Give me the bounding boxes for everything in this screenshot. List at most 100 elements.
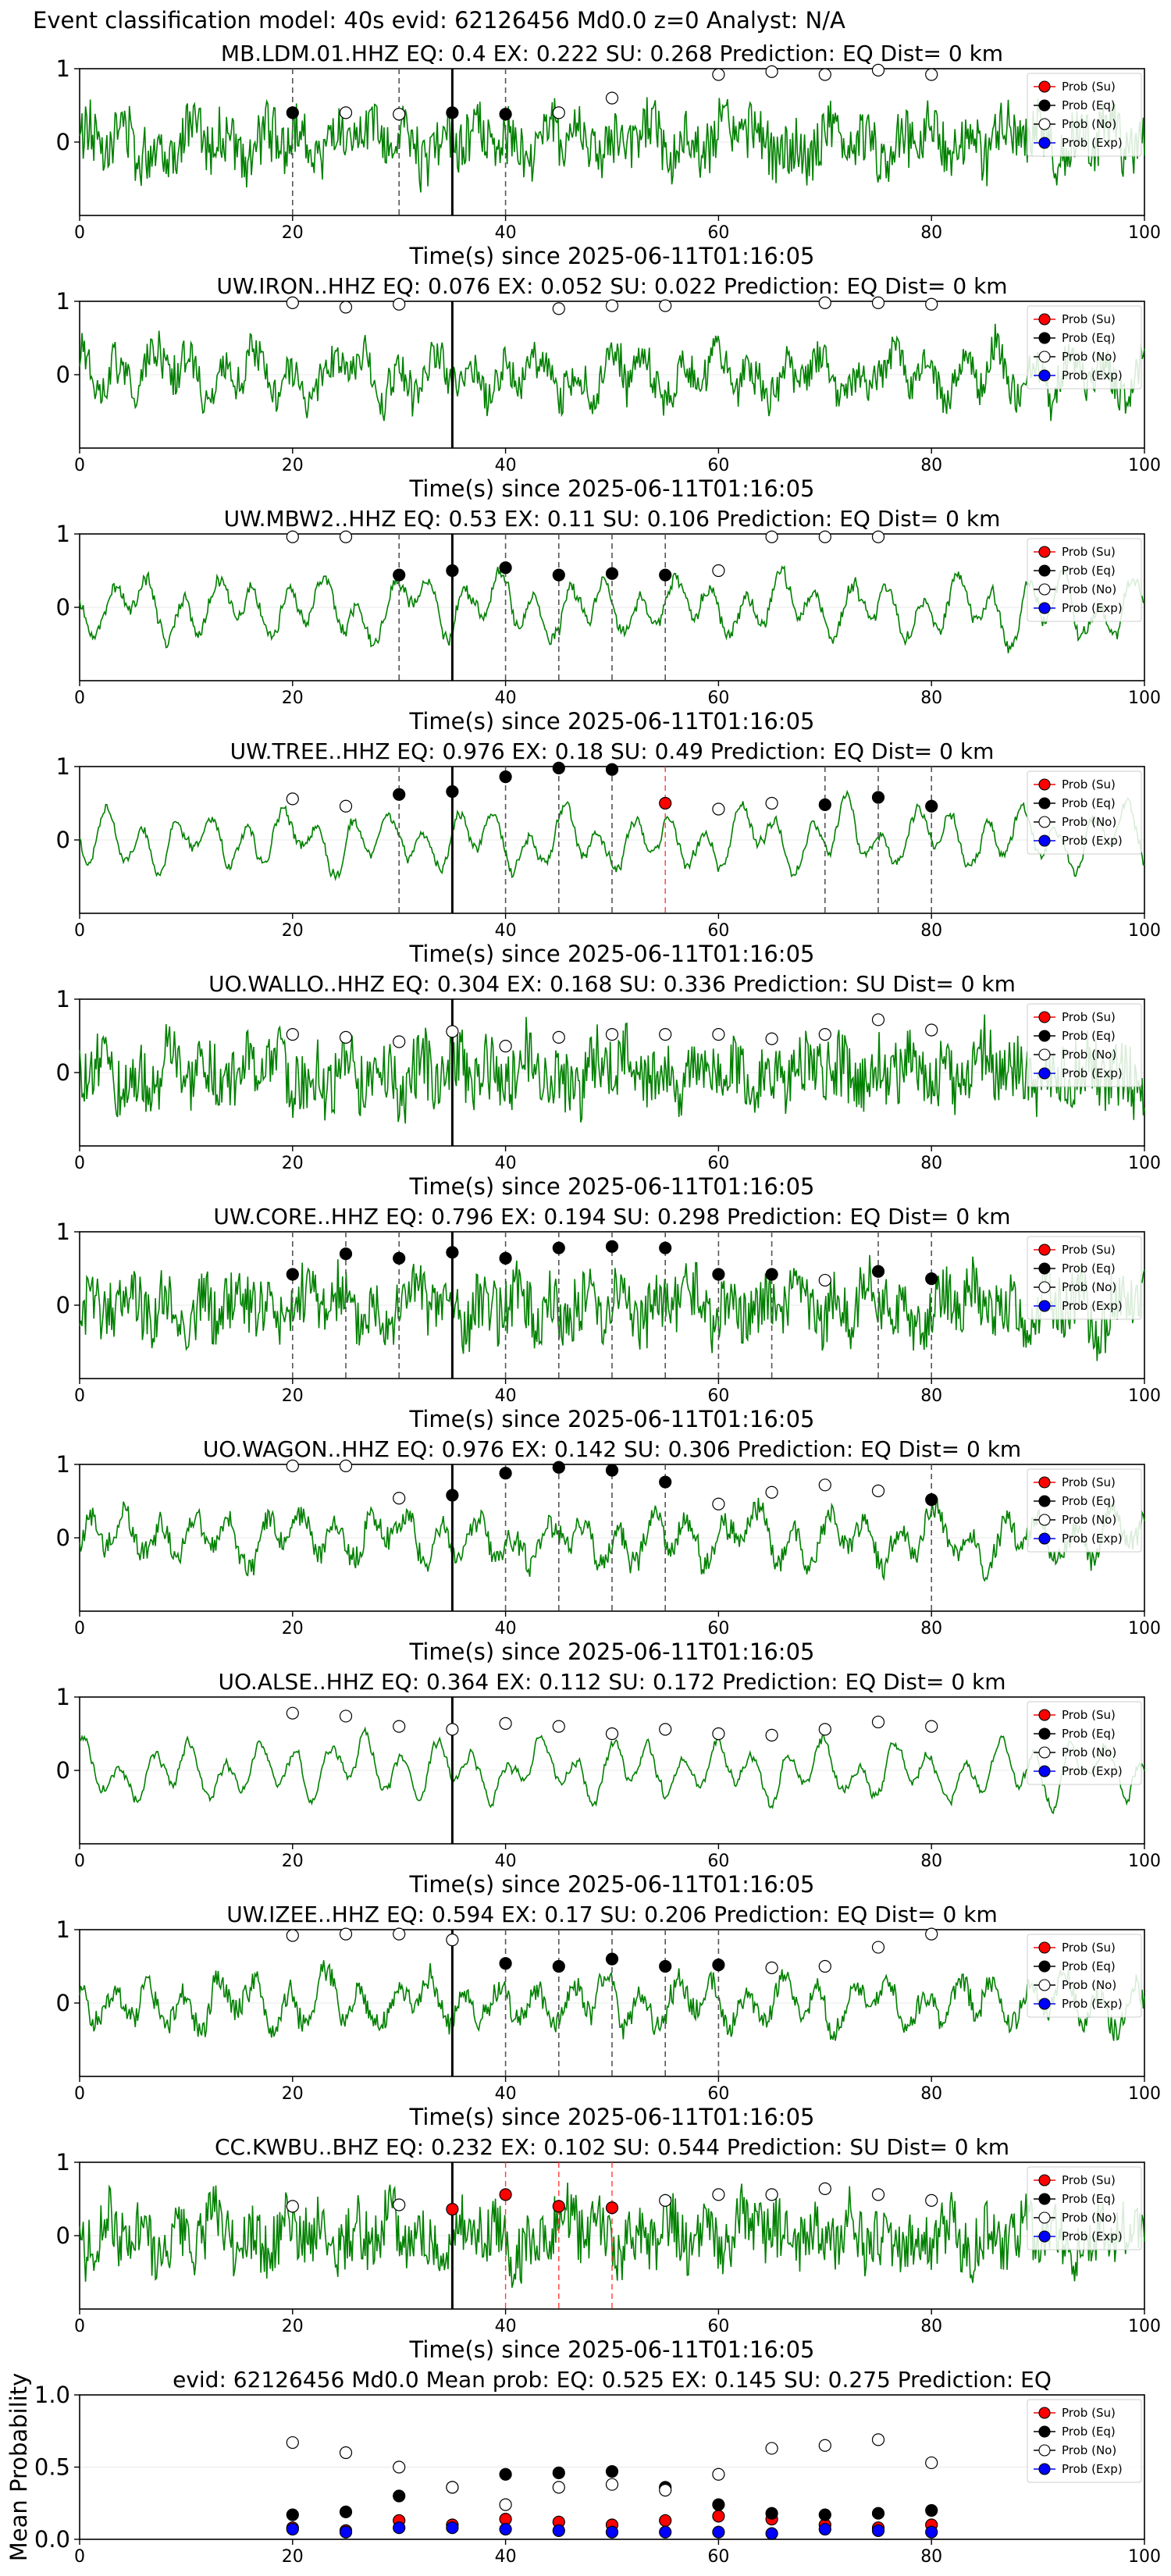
prob-marker-eq <box>499 561 512 575</box>
legend-label-exp: Prob (Exp) <box>1062 1299 1123 1313</box>
legend-marker-eq <box>1038 1727 1051 1740</box>
legend-label-su: Prob (Su) <box>1062 1941 1116 1955</box>
panel-6: UW.CORE..HHZ EQ: 0.796 EX: 0.194 SU: 0.2… <box>56 1204 1161 1432</box>
legend-marker-eq <box>1038 564 1051 577</box>
xtick-label: 40 <box>495 1852 517 1871</box>
panel-xlabel: Time(s) since 2025-06-11T01:16:05 <box>409 1406 815 1432</box>
xtick-label: 80 <box>920 1154 942 1173</box>
xtick-label: 0 <box>74 2084 85 2104</box>
xtick-label: 20 <box>282 1852 304 1871</box>
legend-label-su: Prob (Su) <box>1062 545 1116 559</box>
legend-label-no: Prob (No) <box>1062 1513 1116 1527</box>
legend-marker-su <box>1038 1476 1051 1489</box>
mean-marker-no <box>925 2456 938 2470</box>
prob-marker-eq <box>659 1959 672 1973</box>
legend-marker-eq <box>1038 1030 1051 1042</box>
mean-marker-eq <box>871 2507 885 2520</box>
xtick-label: 40 <box>495 2317 517 2336</box>
legend-label-exp: Prob (Exp) <box>1062 601 1123 615</box>
legend-label-eq: Prob (Eq) <box>1062 1261 1116 1276</box>
mean-marker-eq <box>393 2489 406 2503</box>
legend-marker-exp <box>1038 2463 1051 2475</box>
legend-marker-eq <box>1038 1960 1051 1973</box>
mean-marker-no <box>765 2442 778 2455</box>
xtick-label: 60 <box>707 2317 729 2336</box>
ytick-label: 1 <box>56 1684 70 1710</box>
mean-marker-exp <box>286 2522 299 2536</box>
prob-marker-eq <box>286 106 299 119</box>
legend-label-eq: Prob (Eq) <box>1062 98 1116 112</box>
prob-marker-no <box>925 297 938 311</box>
panel-7: UO.WAGON..HHZ EQ: 0.976 EX: 0.142 SU: 0.… <box>56 1436 1161 1665</box>
prob-marker-no <box>925 1720 938 1733</box>
legend-label-no: Prob (No) <box>1062 2443 1116 2457</box>
mean-marker-exp <box>499 2522 512 2536</box>
prob-marker-no <box>499 1717 512 1730</box>
prob-marker-eq <box>552 761 565 774</box>
xtick-label: 80 <box>920 2084 942 2104</box>
xtick-label: 0 <box>74 223 85 243</box>
mean-marker-exp <box>659 2525 672 2539</box>
prob-marker-eq <box>605 1952 619 1966</box>
prob-marker-no <box>552 1030 565 1044</box>
legend-marker-no <box>1038 2444 1051 2457</box>
legend-marker-eq <box>1038 2425 1051 2438</box>
xtick-label: 100 <box>1128 2547 1161 2567</box>
panel-title: UW.MBW2..HHZ EQ: 0.53 EX: 0.11 SU: 0.106… <box>224 506 1001 532</box>
prob-marker-no <box>871 2188 885 2201</box>
prob-marker-eq <box>552 1241 565 1254</box>
panel-title: UO.WAGON..HHZ EQ: 0.976 EX: 0.142 SU: 0.… <box>203 1436 1021 1462</box>
legend-marker-no <box>1038 1979 1051 1991</box>
legend-marker-no <box>1038 1514 1051 1526</box>
ytick-label: 0 <box>56 1525 70 1551</box>
prob-marker-no <box>925 1023 938 1037</box>
xtick-label: 0 <box>74 1852 85 1871</box>
mean-marker-exp <box>871 2524 885 2537</box>
xtick-label: 20 <box>282 2547 304 2567</box>
xtick-label: 60 <box>707 1619 729 1638</box>
panel-xlabel: Time(s) since 2025-06-11T01:16:05 <box>409 243 815 269</box>
prob-marker-no <box>818 1959 831 1973</box>
ytick-label: 1 <box>56 288 70 315</box>
legend-marker-eq <box>1038 797 1051 809</box>
legend-box <box>1027 2166 1142 2250</box>
prob-marker-no <box>712 68 725 81</box>
ytick-label: 0 <box>56 594 70 621</box>
prob-marker-no <box>925 2194 938 2207</box>
prob-marker-no <box>499 1040 512 1053</box>
xtick-label: 40 <box>495 2547 517 2567</box>
mean-marker-eq <box>818 2508 831 2521</box>
panel-5: UO.WALLO..HHZ EQ: 0.304 EX: 0.168 SU: 0.… <box>56 971 1161 1200</box>
mean-marker-no <box>339 2446 353 2460</box>
legend-box <box>1027 73 1142 157</box>
legend-label-eq: Prob (Eq) <box>1062 796 1116 810</box>
ytick-label: 0 <box>56 2222 70 2249</box>
ytick-label: 1 <box>56 2149 70 2176</box>
xtick-label: 40 <box>495 921 517 941</box>
legend-marker-su <box>1038 313 1051 326</box>
prob-marker-eq <box>499 1467 512 1480</box>
mean-marker-no <box>605 2478 619 2491</box>
panel-title: UW.IZEE..HHZ EQ: 0.594 EX: 0.17 SU: 0.20… <box>226 1902 997 1927</box>
prob-marker-no <box>659 2194 672 2207</box>
prob-marker-no <box>286 1459 299 1472</box>
prob-marker-no <box>818 1028 831 1041</box>
legend-label-eq: Prob (Eq) <box>1062 1029 1116 1043</box>
xtick-label: 60 <box>707 1386 729 1406</box>
prob-marker-no <box>818 530 831 543</box>
prob-marker-no <box>925 68 938 81</box>
prob-marker-no <box>339 106 353 119</box>
prob-marker-eq <box>446 106 459 119</box>
prob-marker-no <box>339 301 353 314</box>
xtick-label: 100 <box>1128 1619 1161 1638</box>
prob-marker-eq <box>605 567 619 580</box>
prob-marker-no <box>659 1028 672 1041</box>
ytick-label: 1 <box>56 55 70 82</box>
xtick-label: 100 <box>1128 688 1161 708</box>
prob-marker-no <box>659 1723 672 1736</box>
prob-marker-no <box>818 68 831 81</box>
prob-marker-no <box>765 65 778 78</box>
prob-marker-no <box>393 1035 406 1048</box>
prob-marker-eq <box>446 564 459 578</box>
